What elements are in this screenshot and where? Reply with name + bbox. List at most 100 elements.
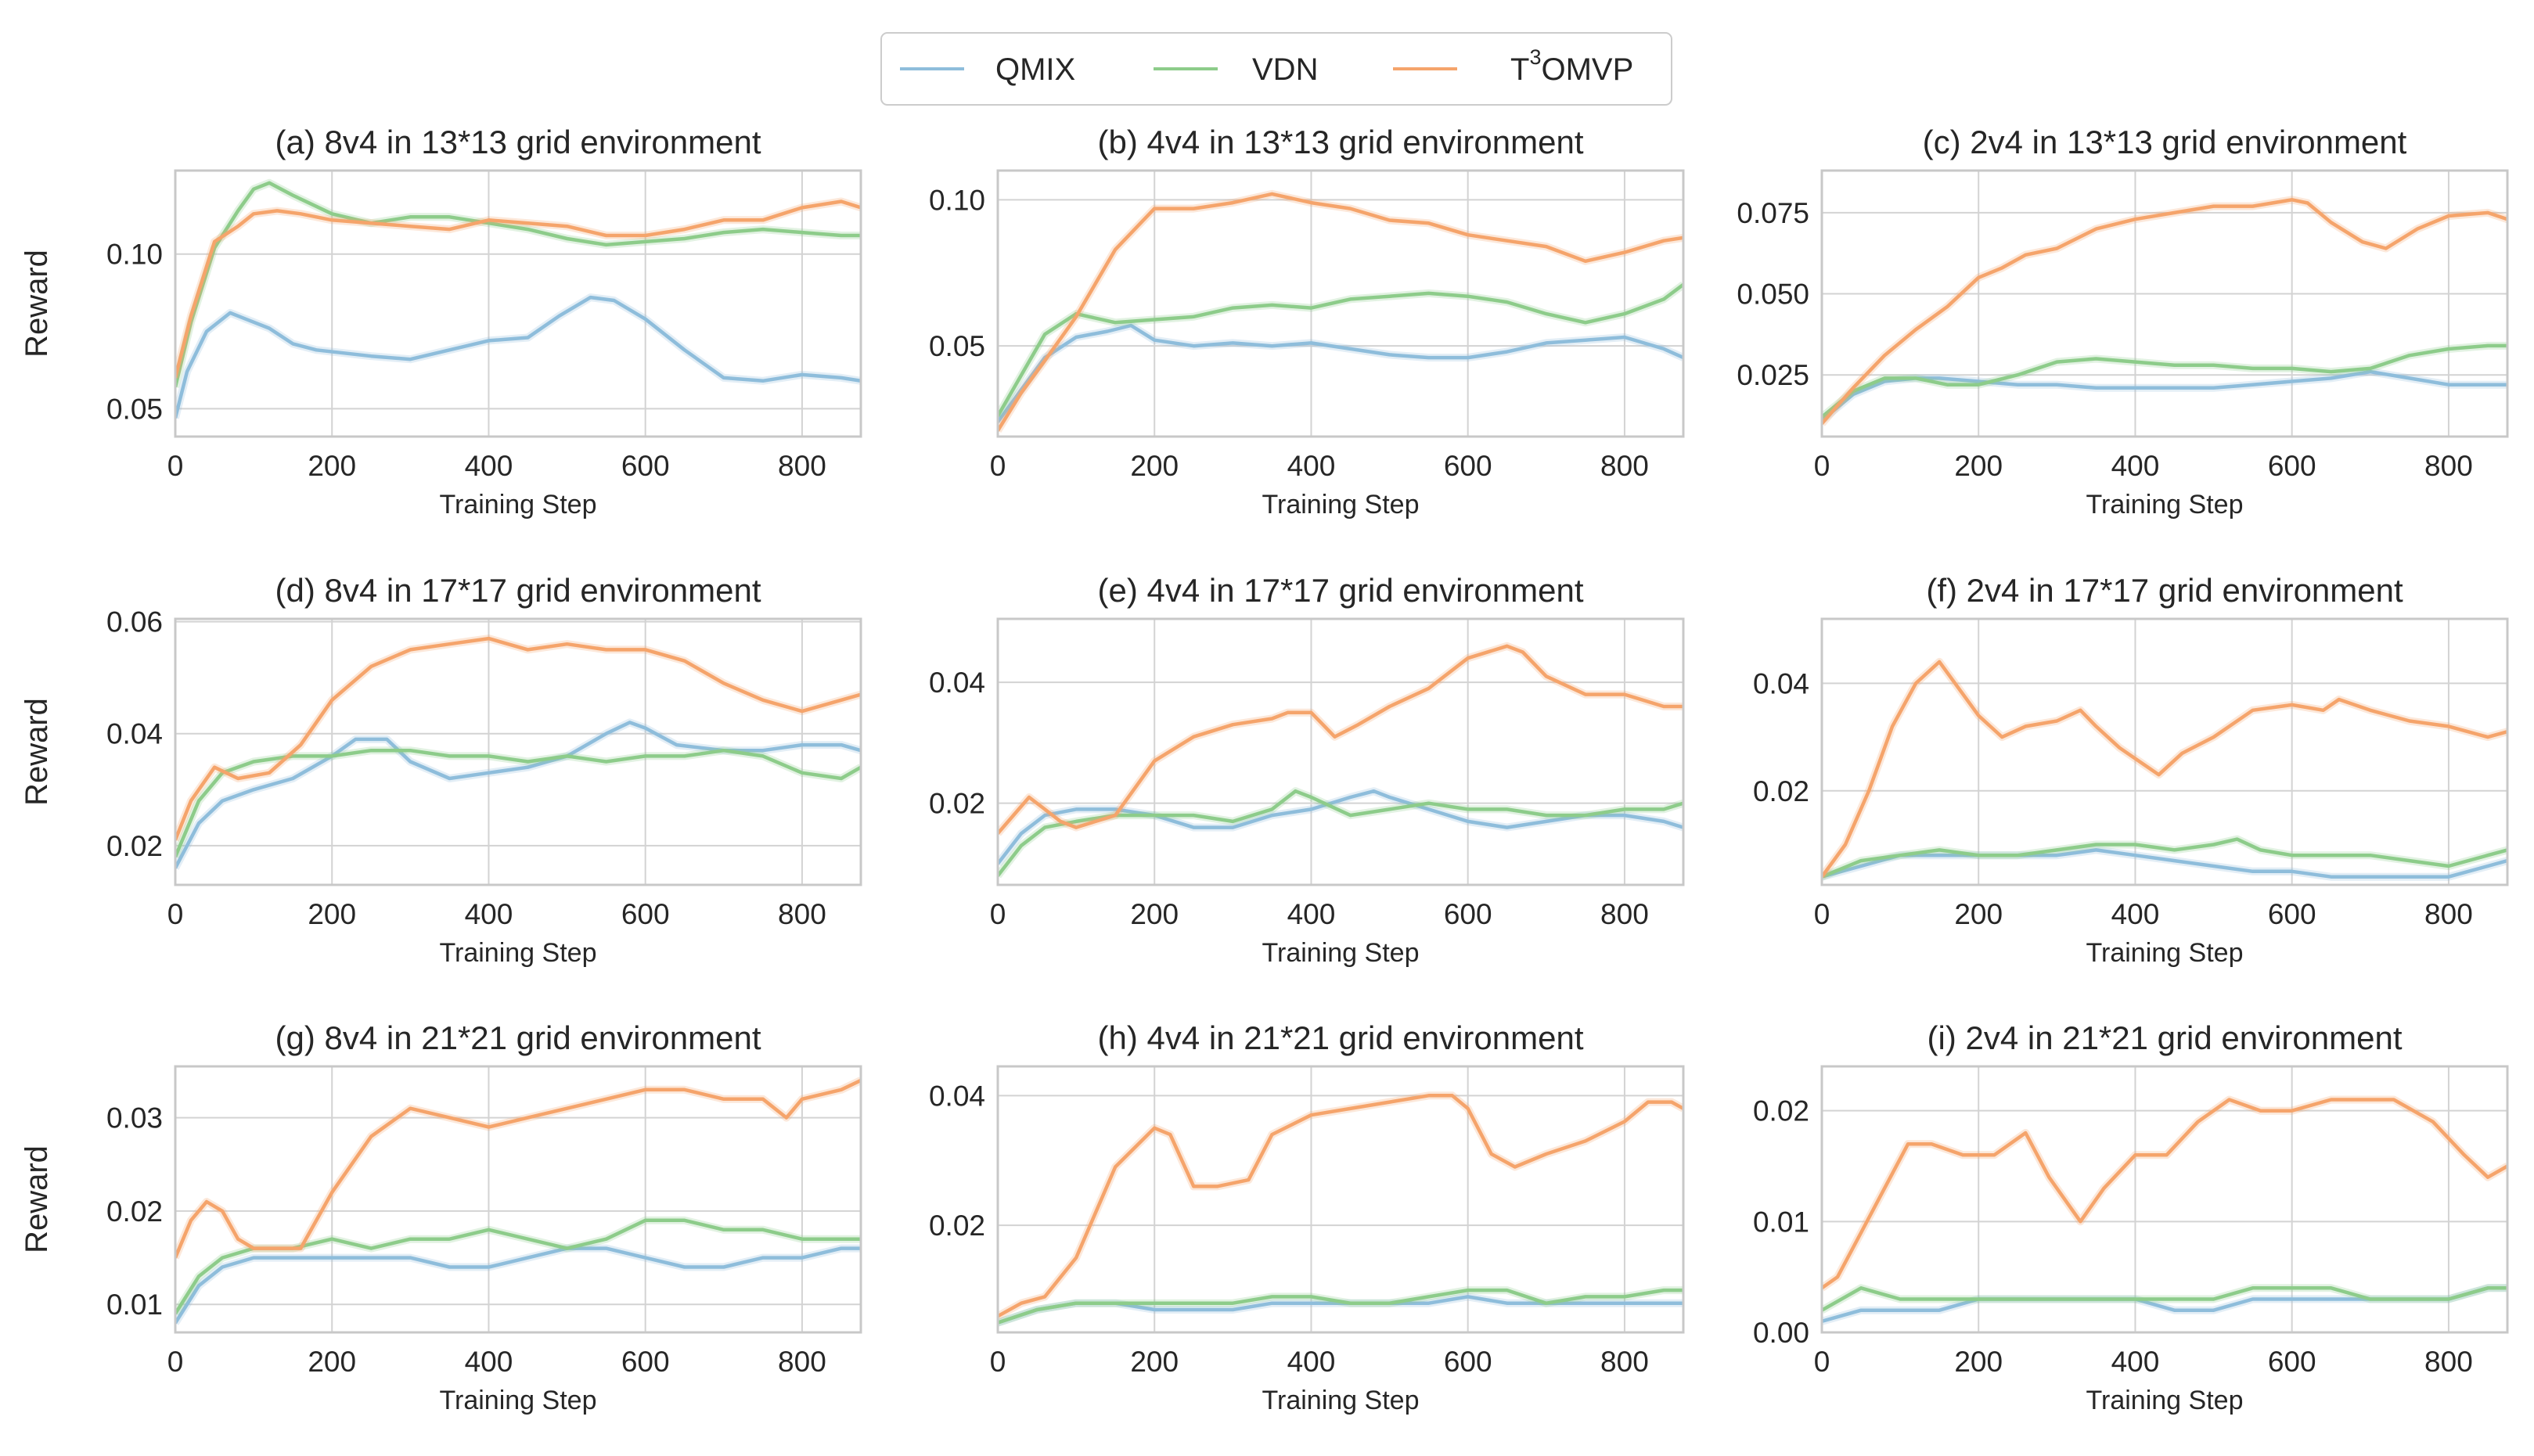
- y-axis-label: Reward: [20, 698, 54, 806]
- series-line-vdn: [175, 748, 861, 858]
- y-axis-label: Reward: [20, 250, 54, 358]
- plot-frame: [996, 169, 1685, 438]
- series-line-vdn: [998, 1288, 1683, 1325]
- x-axis-label: Training Step: [440, 1386, 597, 1415]
- legend-label-qmix: QMIX: [995, 52, 1075, 87]
- legend: QMIX VDN T3OMVP: [880, 32, 1672, 106]
- plot-frame: [174, 169, 862, 438]
- legend-label-vdn: VDN: [1252, 52, 1318, 87]
- y-tick-label: 0.03: [106, 1102, 163, 1134]
- x-tick-label: 400: [465, 898, 513, 930]
- x-tick-label: 400: [1287, 450, 1336, 482]
- plot-frame: [1820, 1065, 2509, 1334]
- x-tick-label: 200: [1130, 898, 1179, 930]
- x-tick-label: 200: [308, 450, 356, 482]
- x-tick-label: 200: [1130, 1346, 1179, 1378]
- x-tick-label: 0: [167, 898, 184, 930]
- series-line-qmix: [175, 295, 861, 419]
- x-tick-label: 600: [621, 1346, 670, 1378]
- x-tick-label: 200: [1954, 450, 2003, 482]
- x-tick-label: 200: [1954, 1346, 2003, 1378]
- plot-area: [175, 171, 861, 437]
- legend-label-t3omvp-main: T: [1510, 52, 1529, 87]
- y-tick-label: 0.01: [1753, 1206, 1809, 1238]
- chart-panel-e: (e) 4v4 in 17*17 grid environment 0 200 400…: [929, 572, 1685, 968]
- x-axis-label: Training Step: [440, 938, 597, 968]
- plot-area: [175, 1066, 861, 1332]
- series-line-qmix: [175, 1246, 861, 1325]
- series-group: [175, 1077, 861, 1325]
- y-tick-label: 0.10: [106, 239, 163, 271]
- x-tick-label: 800: [778, 1346, 826, 1378]
- x-tick-label: 800: [2424, 450, 2473, 482]
- series-group: [998, 1091, 1683, 1327]
- x-tick-label: 800: [778, 898, 826, 930]
- x-tick-label: 200: [1954, 898, 2003, 930]
- chart-title: (d) 8v4 in 17*17 grid environment: [275, 572, 761, 609]
- x-tick-label: 0: [1814, 1346, 1830, 1378]
- series-group: [1822, 196, 2507, 426]
- x-axis-label: Training Step: [2086, 490, 2244, 519]
- series-line-vdn: [998, 789, 1683, 877]
- x-axis-label: Training Step: [2086, 1386, 2244, 1415]
- series-line-qmix: [1822, 848, 2507, 879]
- x-tick-label: 400: [2111, 898, 2160, 930]
- x-tick-label: 800: [1600, 1346, 1649, 1378]
- y-tick-label: 0.02: [929, 1210, 985, 1242]
- plot-frame: [996, 1065, 1685, 1334]
- chart-title: (b) 4v4 in 13*13 grid environment: [1097, 124, 1583, 160]
- legend-frame: [880, 32, 1672, 106]
- chart-panel-d: (d) 8v4 in 17*17 grid environment 0 200 400…: [20, 572, 862, 968]
- series-line-qmix: [998, 789, 1683, 865]
- y-tick-label: 0.02: [1753, 1095, 1809, 1127]
- chart-title: (a) 8v4 in 13*13 grid environment: [275, 124, 761, 160]
- legend-label-t3omvp-rest: OMVP: [1541, 52, 1633, 87]
- chart-panel-g: (g) 8v4 in 21*21 grid environment 0 200 400…: [20, 1019, 862, 1415]
- x-axis-label: Training Step: [440, 490, 597, 519]
- chart-panels: (a) 8v4 in 13*13 grid environment 0 200 400…: [20, 124, 2509, 1415]
- x-tick-label: 800: [778, 450, 826, 482]
- legend-label-t3omvp: T3OMVP: [1510, 45, 1633, 87]
- x-tick-label: 800: [1600, 450, 1649, 482]
- x-tick-label: 0: [167, 450, 184, 482]
- legend-item-vdn: VDN: [1154, 52, 1318, 87]
- y-tick-label: 0.02: [1753, 775, 1809, 807]
- legend-item-t3omvp: T3OMVP: [1393, 45, 1633, 87]
- x-tick-label: 400: [465, 1346, 513, 1378]
- chart-title: (f) 2v4 in 17*17 grid environment: [1926, 572, 2403, 609]
- x-axis-label: Training Step: [2086, 938, 2244, 968]
- plot-area: [998, 619, 1683, 885]
- series-line-vdn: [175, 181, 861, 388]
- series-line-t3omvp: [1822, 1098, 2507, 1290]
- series-line-t3omvp: [1822, 660, 2507, 879]
- x-tick-label: 800: [2424, 898, 2473, 930]
- x-tick-label: 600: [1444, 898, 1492, 930]
- y-tick-label: 0.04: [929, 667, 985, 699]
- legend-label-t3omvp-sup: 3: [1529, 45, 1541, 69]
- plot-frame: [174, 617, 862, 886]
- series-line-t3omvp: [998, 1094, 1683, 1318]
- chart-title: (e) 4v4 in 17*17 grid environment: [1097, 572, 1583, 609]
- plot-frame: [996, 617, 1685, 886]
- series-line-vdn: [1822, 837, 2507, 879]
- x-tick-label: 800: [2424, 1346, 2473, 1378]
- plot-frame: [1820, 169, 2509, 438]
- x-tick-label: 600: [1444, 1346, 1492, 1378]
- y-tick-label: 0.05: [106, 393, 163, 425]
- chart-panel-a: (a) 8v4 in 13*13 grid environment 0 200 400…: [20, 124, 862, 519]
- x-axis-label: Training Step: [1262, 1386, 1420, 1415]
- x-tick-label: 600: [2268, 1346, 2316, 1378]
- legend-item-qmix: QMIX: [900, 52, 1075, 87]
- x-tick-label: 600: [1444, 450, 1492, 482]
- chart-panel-b: (b) 4v4 in 13*13 grid environment 0 200 400…: [929, 124, 1685, 519]
- x-tick-label: 400: [1287, 1346, 1336, 1378]
- series-line-qmix: [998, 323, 1683, 423]
- series-line-t3omvp: [175, 1078, 861, 1259]
- series-line-t3omvp: [998, 644, 1683, 835]
- chart-panel-i: (i) 2v4 in 21*21 grid environment 0 200 400…: [1753, 1019, 2509, 1415]
- chart-title: (c) 2v4 in 13*13 grid environment: [1923, 124, 2407, 160]
- x-tick-label: 400: [1287, 898, 1336, 930]
- x-tick-label: 600: [621, 450, 670, 482]
- y-tick-label: 0.10: [929, 184, 985, 216]
- chart-title: (h) 4v4 in 21*21 grid environment: [1097, 1019, 1583, 1056]
